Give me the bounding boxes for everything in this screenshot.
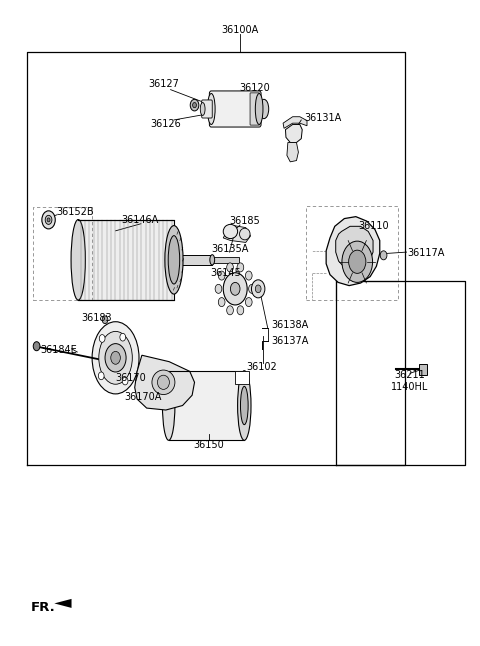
Circle shape xyxy=(190,99,199,111)
Bar xyxy=(110,360,114,364)
Text: 36145: 36145 xyxy=(210,267,241,278)
Text: 36131A: 36131A xyxy=(305,113,342,123)
Text: 36183: 36183 xyxy=(81,313,112,323)
Circle shape xyxy=(33,342,40,351)
Circle shape xyxy=(342,241,372,282)
Circle shape xyxy=(230,282,240,295)
Circle shape xyxy=(245,271,252,280)
Polygon shape xyxy=(326,216,380,286)
Circle shape xyxy=(252,280,265,298)
Ellipse shape xyxy=(92,322,139,394)
Circle shape xyxy=(227,263,233,272)
Circle shape xyxy=(111,351,120,364)
Ellipse shape xyxy=(165,225,183,294)
Circle shape xyxy=(45,215,52,224)
Circle shape xyxy=(120,333,126,341)
Ellipse shape xyxy=(200,103,205,116)
Text: 36184E: 36184E xyxy=(41,345,77,355)
Circle shape xyxy=(245,298,252,307)
Text: 36100A: 36100A xyxy=(221,25,259,35)
Text: 36135A: 36135A xyxy=(212,244,249,254)
Polygon shape xyxy=(283,117,307,129)
Circle shape xyxy=(380,251,387,260)
Text: 36152B: 36152B xyxy=(56,207,94,217)
Circle shape xyxy=(102,316,108,324)
Text: 36170A: 36170A xyxy=(125,392,162,402)
Text: 36126: 36126 xyxy=(150,120,181,129)
Text: 36137A: 36137A xyxy=(271,336,309,346)
Bar xyxy=(212,256,239,263)
Ellipse shape xyxy=(168,236,180,284)
Polygon shape xyxy=(286,125,302,143)
Text: 36170: 36170 xyxy=(116,373,146,383)
Text: FR.: FR. xyxy=(30,601,55,614)
Circle shape xyxy=(42,211,55,229)
Circle shape xyxy=(218,298,225,307)
Ellipse shape xyxy=(259,99,269,119)
FancyBboxPatch shape xyxy=(209,91,261,127)
Ellipse shape xyxy=(238,371,251,441)
Circle shape xyxy=(192,103,196,108)
Circle shape xyxy=(348,250,366,273)
Ellipse shape xyxy=(162,371,175,441)
Ellipse shape xyxy=(240,386,248,424)
Text: 36102: 36102 xyxy=(246,362,277,372)
Bar xyxy=(420,364,427,375)
Ellipse shape xyxy=(255,94,263,125)
FancyBboxPatch shape xyxy=(250,93,260,125)
Text: 36211
1140HL: 36211 1140HL xyxy=(391,370,429,392)
Ellipse shape xyxy=(223,224,238,238)
Circle shape xyxy=(122,377,128,385)
Text: 36138A: 36138A xyxy=(271,320,308,330)
Circle shape xyxy=(98,372,104,380)
Ellipse shape xyxy=(71,220,85,300)
Text: 36117A: 36117A xyxy=(408,248,445,258)
Polygon shape xyxy=(54,599,72,608)
Text: 36146A: 36146A xyxy=(121,215,158,225)
Circle shape xyxy=(237,263,244,272)
Text: 36150: 36150 xyxy=(193,441,224,450)
Text: 36110: 36110 xyxy=(359,222,389,231)
Polygon shape xyxy=(223,225,251,242)
Text: 36185: 36185 xyxy=(229,216,260,226)
Circle shape xyxy=(99,335,105,342)
Circle shape xyxy=(215,284,222,293)
Polygon shape xyxy=(135,355,194,410)
Ellipse shape xyxy=(152,370,175,395)
FancyBboxPatch shape xyxy=(202,100,212,118)
Circle shape xyxy=(255,285,261,293)
Circle shape xyxy=(105,344,126,372)
Ellipse shape xyxy=(240,228,250,240)
Ellipse shape xyxy=(207,94,215,125)
Circle shape xyxy=(249,284,255,293)
Circle shape xyxy=(227,306,233,315)
Polygon shape xyxy=(235,371,249,384)
Circle shape xyxy=(47,218,50,222)
Circle shape xyxy=(223,273,247,305)
Polygon shape xyxy=(287,143,299,162)
Polygon shape xyxy=(336,226,373,270)
Ellipse shape xyxy=(210,255,215,265)
Ellipse shape xyxy=(157,375,169,390)
Bar xyxy=(78,220,174,300)
Text: 36120: 36120 xyxy=(239,83,270,93)
Ellipse shape xyxy=(99,331,132,384)
Text: 36127: 36127 xyxy=(148,79,179,90)
Circle shape xyxy=(237,306,244,315)
Bar xyxy=(178,255,212,265)
Circle shape xyxy=(218,271,225,280)
Bar xyxy=(168,371,244,441)
